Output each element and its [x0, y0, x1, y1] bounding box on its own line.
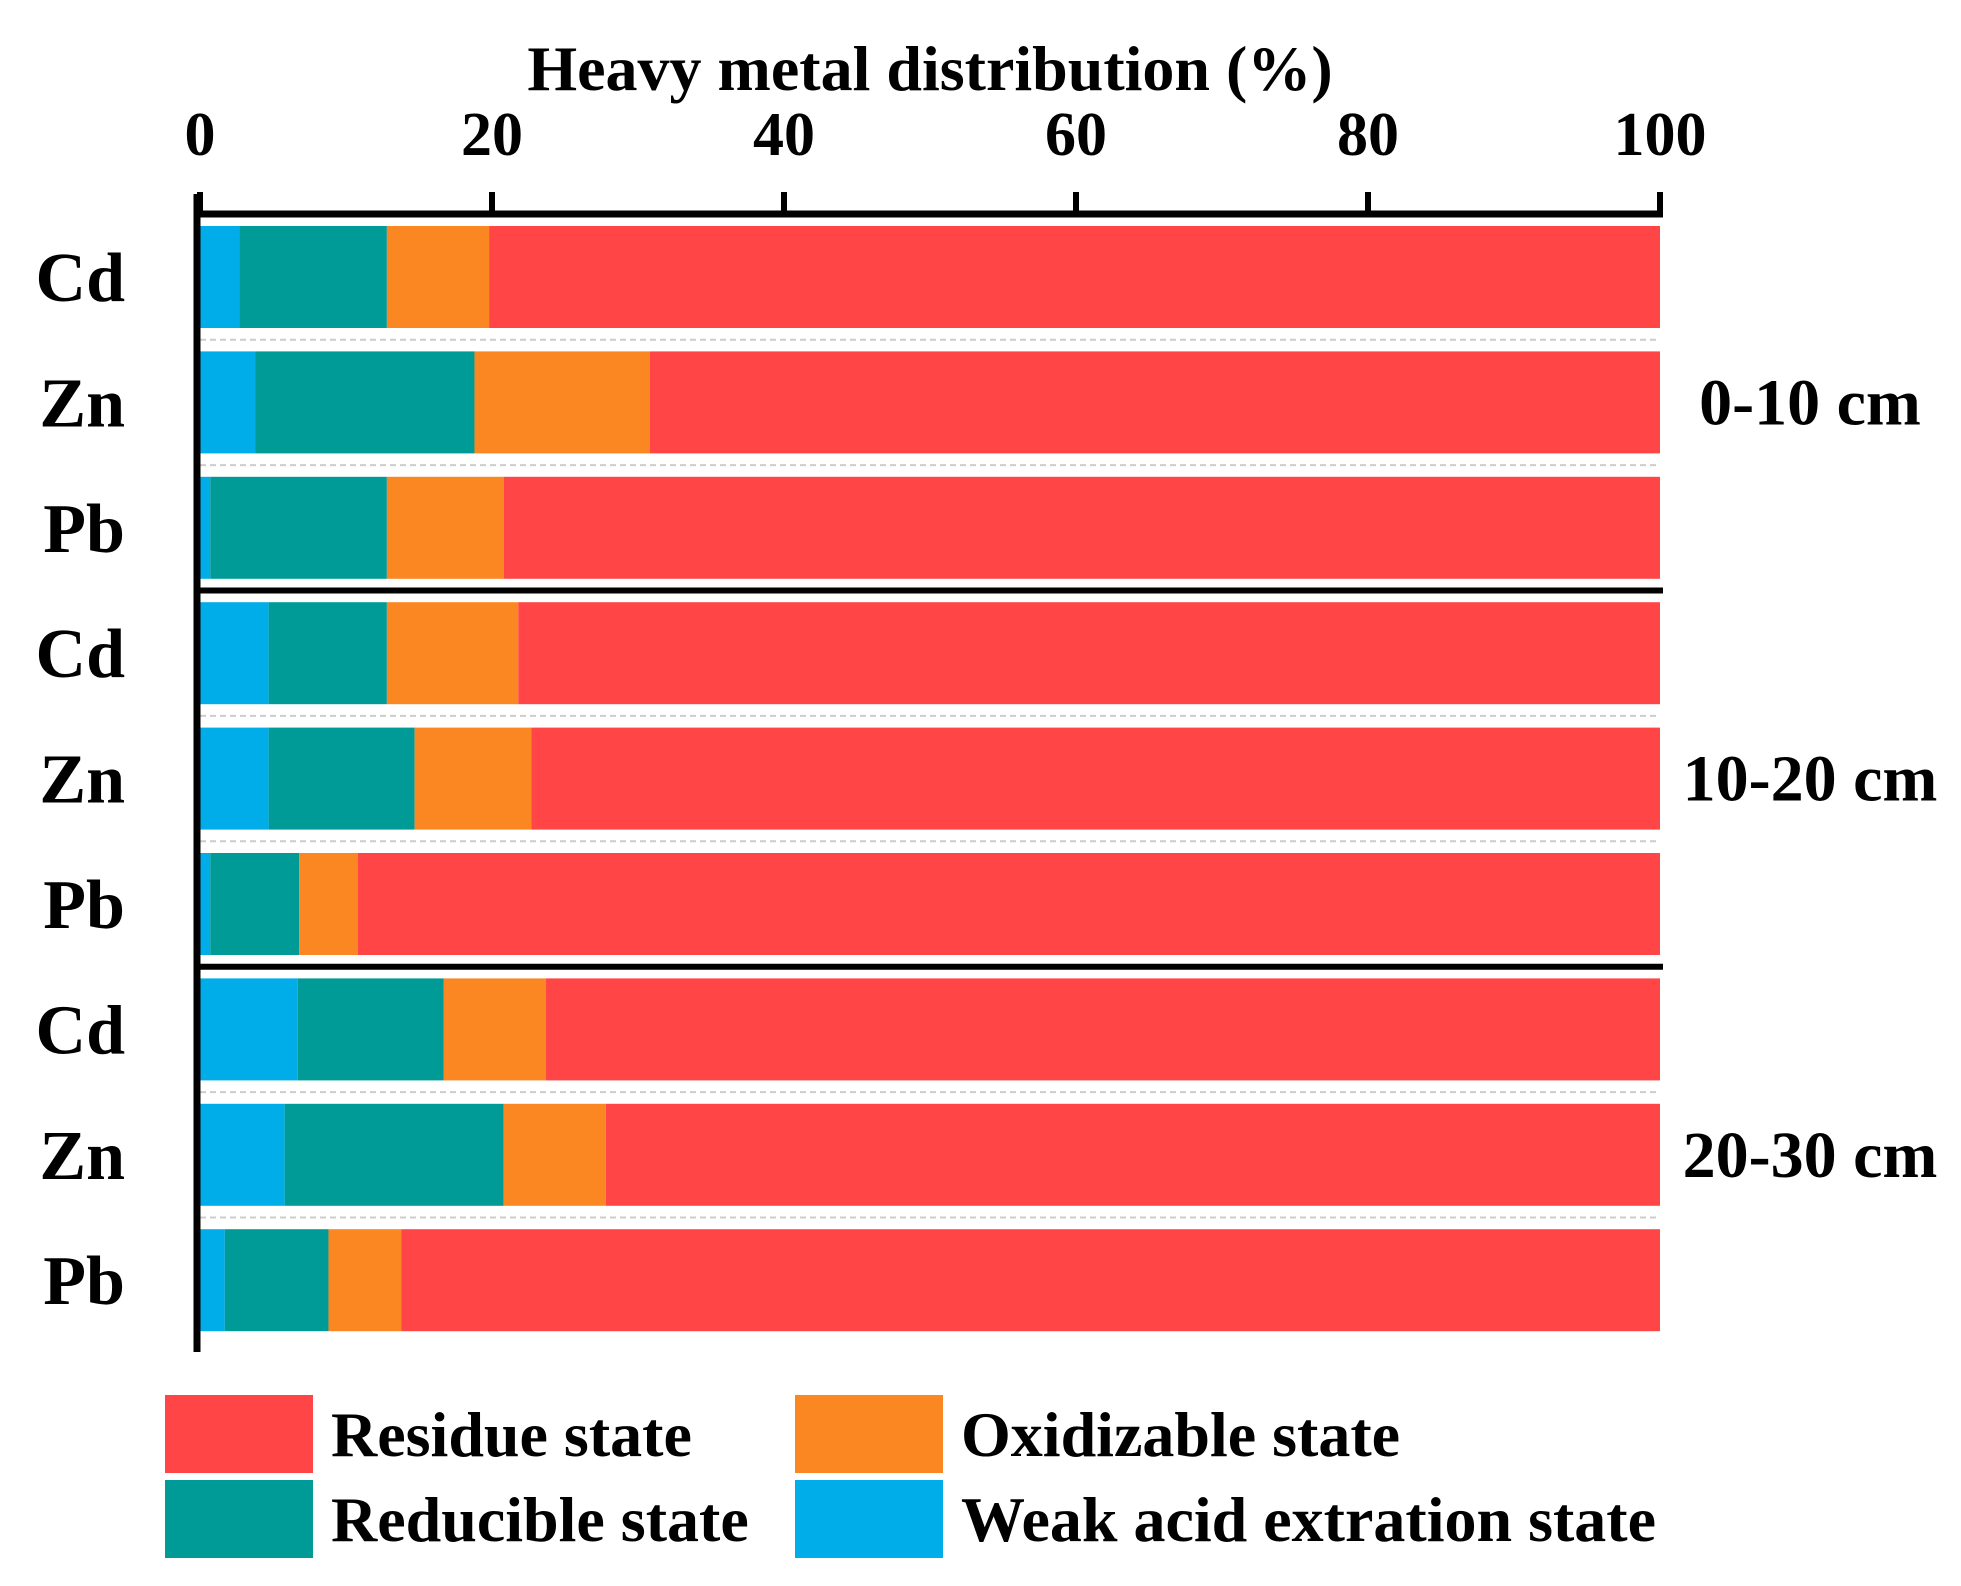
bar-segment-weak-acid	[200, 978, 298, 1081]
x-axis-title: Heavy metal distribution (%)	[527, 33, 1332, 104]
legend-label: Reducible state	[331, 1484, 749, 1555]
bar-segment-weak-acid	[200, 727, 269, 830]
legend-swatch-reducible	[165, 1480, 313, 1558]
bar-segment-residue	[503, 476, 1661, 579]
bar-segment-oxidizable	[386, 602, 519, 705]
bar-segment-oxidizable	[328, 1229, 402, 1332]
metal-label: Pb	[43, 867, 125, 944]
bar-segment-oxidizable	[386, 226, 490, 328]
metal-label: Pb	[43, 1243, 125, 1320]
bars-layer	[200, 226, 1661, 1332]
bar-segment-reducible	[210, 853, 300, 955]
depth-group-label: 0-10 cm	[1699, 366, 1921, 439]
bar-segment-weak-acid	[200, 351, 256, 454]
axis-layer	[193, 192, 1663, 1352]
bar-segment-weak-acid	[200, 853, 211, 955]
x-tick-label: 80	[1337, 101, 1399, 169]
metal-label: Zn	[39, 365, 125, 442]
x-tick-label: 60	[1045, 101, 1107, 169]
bar-segment-reducible	[255, 351, 475, 454]
depth-group-label: 20-30 cm	[1683, 1119, 1938, 1192]
bar-segment-residue	[357, 853, 1661, 955]
bar-segment-residue	[518, 602, 1660, 705]
x-tick-label: 20	[461, 101, 523, 169]
metal-label: Pb	[43, 491, 125, 568]
bar-segment-reducible	[239, 226, 387, 328]
bar-segment-reducible	[297, 978, 444, 1081]
bar-segment-weak-acid	[200, 476, 211, 579]
metal-label: Cd	[36, 616, 126, 693]
bar-segment-weak-acid	[200, 226, 240, 328]
legend-swatch-oxidizable	[795, 1395, 943, 1473]
bar-segment-oxidizable	[386, 476, 504, 579]
depth-group-label: 10-20 cm	[1683, 743, 1938, 816]
bar-segment-reducible	[268, 602, 387, 705]
bar-segment-oxidizable	[503, 1103, 606, 1206]
bar-segment-oxidizable	[474, 351, 650, 454]
bar-segment-residue	[489, 226, 1661, 328]
bar-segment-residue	[401, 1229, 1661, 1332]
bar-segment-reducible	[224, 1229, 329, 1332]
bar-segment-residue	[649, 351, 1660, 454]
legend-swatch-residue	[165, 1395, 313, 1473]
bar-segment-oxidizable	[443, 978, 547, 1081]
metal-label: Cd	[36, 240, 126, 317]
bar-segment-reducible	[284, 1103, 504, 1206]
bar-segment-oxidizable	[299, 853, 358, 955]
legend-label: Oxidizable state	[961, 1399, 1400, 1470]
legend-label: Weak acid extration state	[961, 1484, 1656, 1555]
bar-segment-residue	[546, 978, 1660, 1081]
metal-label: Zn	[39, 742, 125, 819]
bar-segment-reducible	[268, 727, 415, 830]
metal-label: Cd	[36, 992, 126, 1069]
labels-layer: Cd Zn Pb Cd Zn Pb Cd Zn Pb 0 20 40 60 80 100 0-10 cm 10-…	[36, 101, 1938, 1320]
bar-segment-reducible	[210, 476, 387, 579]
bar-segment-residue	[531, 727, 1661, 830]
bar-segment-weak-acid	[200, 602, 269, 705]
bar-segment-weak-acid	[200, 1229, 225, 1332]
legend-label: Residue state	[331, 1399, 692, 1470]
x-tick-label: 40	[753, 101, 815, 169]
bar-segment-weak-acid	[200, 1103, 285, 1206]
bar-segment-residue	[605, 1103, 1660, 1206]
legend: Residue state Oxidizable state Reducible s…	[165, 1395, 1656, 1558]
legend-swatch-weak-acid	[795, 1480, 943, 1558]
x-tick-label: 0	[185, 101, 216, 169]
bar-segment-oxidizable	[414, 727, 532, 830]
metal-label: Zn	[39, 1118, 125, 1195]
x-tick-label: 100	[1614, 101, 1707, 169]
